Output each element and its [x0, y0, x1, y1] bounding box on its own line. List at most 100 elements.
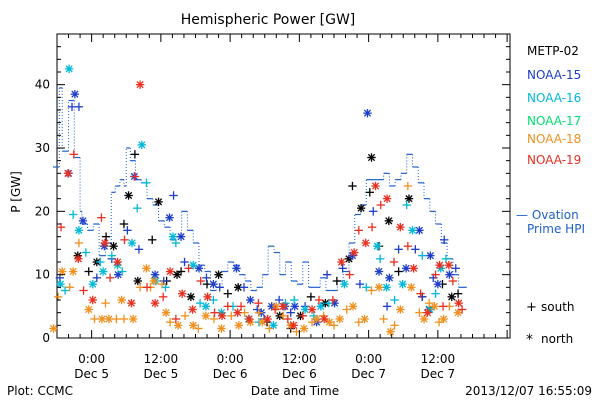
data-point — [335, 314, 344, 324]
marker-arm — [189, 305, 197, 314]
marker-arm — [105, 315, 113, 323]
data-point — [130, 172, 140, 181]
data-point — [382, 302, 392, 311]
data-point — [407, 283, 416, 292]
data-point — [69, 150, 78, 159]
marker-arm — [98, 315, 106, 323]
marker-arm — [301, 305, 309, 314]
data-point — [426, 251, 435, 260]
data-point — [133, 203, 142, 213]
data-point — [79, 286, 88, 295]
marker-arm — [113, 258, 122, 266]
data-point — [202, 273, 211, 283]
marker-arm — [375, 267, 383, 276]
ovation-hpi-line — [52, 87, 467, 292]
data-point — [65, 283, 74, 292]
data-point — [389, 257, 399, 267]
data-point — [354, 226, 364, 235]
marker-arm — [317, 302, 325, 310]
data-point — [98, 267, 108, 276]
marker-arm — [402, 264, 410, 272]
marker-arm — [367, 153, 376, 162]
data-point — [63, 169, 73, 178]
marker-arm — [99, 267, 107, 276]
marker-arm — [371, 182, 380, 190]
marker-arm — [101, 239, 109, 247]
data-point — [362, 283, 371, 292]
marker-arm — [114, 271, 122, 279]
data-point — [158, 292, 168, 302]
marker-arm — [166, 267, 174, 276]
data-point — [201, 311, 211, 321]
data-point — [441, 254, 451, 264]
data-point — [232, 264, 241, 273]
marker-arm — [89, 280, 97, 288]
data-point — [416, 289, 425, 298]
data-point — [254, 308, 264, 317]
marker-arm — [202, 312, 210, 320]
data-point — [70, 89, 80, 99]
data-point — [444, 260, 454, 270]
marker-arm — [217, 324, 226, 333]
data-point — [289, 295, 299, 305]
data-point — [348, 302, 358, 311]
data-point — [168, 232, 178, 241]
data-point — [382, 194, 392, 203]
data-point — [439, 314, 448, 324]
data-point — [382, 283, 391, 292]
marker-arm — [177, 233, 185, 241]
marker-arm — [363, 109, 372, 117]
data-point — [215, 283, 224, 292]
marker-arm — [357, 204, 365, 212]
marker-arm — [246, 296, 254, 304]
data-point — [78, 216, 88, 226]
marker-arm — [382, 283, 391, 291]
marker-arm — [440, 315, 448, 323]
marker-arm — [407, 283, 415, 291]
data-point — [117, 295, 126, 305]
data-point — [180, 257, 189, 267]
data-point — [236, 302, 246, 311]
data-point — [401, 264, 411, 273]
data-point — [390, 321, 399, 330]
data-point — [307, 305, 317, 314]
timestamp: 2013/12/07 16:55:09 — [465, 384, 592, 398]
data-point — [186, 292, 196, 302]
plot-credit: Plot: CCMC — [7, 384, 73, 398]
marker-arm — [330, 299, 339, 307]
marker-arm — [64, 169, 72, 177]
data-point — [127, 298, 136, 308]
data-point — [124, 191, 133, 200]
marker-arm — [264, 315, 272, 323]
data-point — [299, 324, 309, 333]
legend-metp02: METP-02 — [527, 44, 579, 58]
data-point — [355, 279, 365, 289]
marker-arm — [69, 267, 77, 276]
data-point — [196, 276, 205, 286]
marker-arm — [178, 290, 186, 298]
marker-arm — [234, 309, 242, 317]
data-point — [254, 298, 263, 308]
legend-south-label: south — [541, 300, 575, 314]
data-point — [312, 314, 321, 324]
data-point — [118, 267, 127, 276]
data-point — [337, 257, 346, 267]
data-point — [113, 270, 123, 279]
marker-arm — [138, 141, 146, 149]
y-axis: 0 10 20 30 40 — [35, 33, 510, 345]
data-point — [314, 295, 324, 305]
marker-arm — [426, 252, 434, 260]
data-point — [369, 207, 378, 216]
data-point — [101, 298, 110, 308]
data-point — [214, 270, 223, 279]
marker-arm — [136, 81, 144, 89]
data-point — [188, 305, 197, 314]
marker-arm — [320, 315, 328, 323]
marker-arm — [79, 217, 87, 225]
legend-noaa16: NOAA-16 — [527, 91, 581, 105]
data-point — [227, 311, 236, 321]
data-point — [233, 308, 242, 317]
data-point — [402, 200, 411, 210]
data-point — [96, 257, 105, 267]
data-point — [404, 194, 414, 203]
